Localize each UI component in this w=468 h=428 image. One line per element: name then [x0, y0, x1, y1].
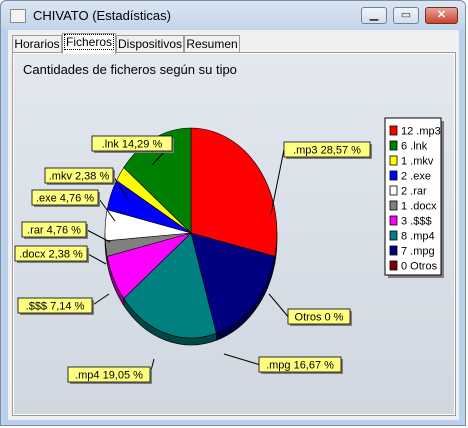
callout-label-mkv: .mkv 2,38 % — [49, 171, 110, 183]
callout-box — [67, 366, 151, 383]
callout-leader — [85, 229, 111, 243]
legend-swatch-Otros — [389, 260, 398, 271]
callout-label-mp3: .mp3 28,57 % — [293, 145, 361, 157]
legend-entry-mpg: 7 .mpg — [401, 246, 435, 258]
client-area: Horarios Ficheros Dispositivos Resumen C… — [8, 30, 459, 420]
close-button[interactable]: ✕ — [425, 7, 458, 24]
legend-swatch-mpg — [389, 245, 398, 256]
legend-swatch-mp4 — [389, 230, 398, 241]
callout-label-exe: .exe 4,76 % — [36, 193, 94, 205]
tab-label: Dispositivos — [117, 37, 183, 51]
legend-swatch-mp3 — [389, 125, 398, 136]
legend-entry-rar: 2 .rar — [401, 186, 427, 198]
legend-entry-Otros: 0 Otros — [401, 261, 438, 273]
legend-entry-mp4: 8 .mp4 — [401, 231, 435, 243]
legend-entry-: 3 .$$$ — [401, 216, 432, 228]
tab-label: Resumen — [186, 37, 238, 51]
legend-swatch-rar — [389, 185, 398, 196]
callout-leader — [86, 253, 107, 265]
callout-leader — [268, 293, 289, 317]
callout-box — [91, 135, 173, 152]
callout-box — [44, 167, 114, 184]
minimize-button[interactable]: ▁ — [361, 7, 387, 24]
tab-label: Horarios — [14, 37, 60, 51]
callout-box — [283, 141, 371, 158]
callout-leader — [91, 293, 110, 306]
callout-label-Otros: Otros 0 % — [295, 312, 344, 324]
minimize-icon: ▁ — [369, 9, 379, 21]
callout-box — [17, 297, 93, 314]
legend-swatch- — [389, 215, 398, 226]
legend-entry-mp3: 12 .mp3 — [401, 126, 441, 138]
callout-leader — [223, 353, 260, 365]
legend-swatch-exe — [389, 170, 398, 181]
callout-label-: .$$$ 7,14 % — [26, 301, 85, 313]
callout-leader — [112, 175, 129, 201]
legend-entry-exe: 2 .exe — [401, 171, 431, 183]
callout-box — [287, 308, 351, 325]
tab-ficheros[interactable]: Ficheros — [62, 33, 116, 54]
legend-entry-docx: 1 .docx — [401, 201, 437, 213]
callout-label-mpg: .mpg 16,67 % — [266, 360, 334, 372]
tab-label: Ficheros — [63, 34, 115, 50]
callout-label-docx: .docx 2,38 % — [19, 249, 83, 261]
callout-leader — [270, 149, 285, 215]
title-bar[interactable]: CHIVATO (Estadísticas) ▁ ▭ ✕ — [1, 1, 465, 29]
callout-leader — [97, 197, 116, 222]
pie-chart: Cantidades de ficheros según su tipo .mp3… — [14, 62, 444, 384]
pie-slice-mp4 — [123, 232, 217, 339]
legend-swatch-lnk — [389, 140, 398, 151]
legend-swatch-mkv — [389, 155, 398, 166]
legend-entry-lnk: 6 .lnk — [401, 141, 428, 153]
tab-resumen[interactable]: Resumen — [184, 35, 240, 53]
tab-dispositivos[interactable]: Dispositivos — [116, 35, 184, 53]
tab-horarios[interactable]: Horarios — [12, 35, 62, 53]
chart-title: Cantidades de ficheros según su tipo — [23, 62, 237, 77]
callout-box — [21, 221, 87, 238]
callout-box — [14, 245, 88, 262]
ficheros-panel: Cantidades de ficheros según su tipo .mp3… — [12, 52, 456, 416]
legend-swatch-docx — [389, 200, 398, 211]
close-icon: ✕ — [436, 9, 447, 21]
callout-box — [31, 189, 99, 206]
callout-label-rar: .rar 4,76 % — [27, 225, 81, 237]
callout-label-mp4: .mp4 19,05 % — [75, 370, 143, 382]
callout-label-lnk: .lnk 14,29 % — [102, 139, 163, 151]
pie-slice-mp3 — [190, 127, 278, 257]
chart-area: Cantidades de ficheros según su tipo .mp3… — [14, 54, 454, 414]
pie-slice-mpg — [190, 232, 276, 334]
maximize-button[interactable]: ▭ — [393, 7, 419, 24]
callout-box — [258, 356, 342, 373]
legend-entry-mkv: 1 .mkv — [401, 156, 434, 168]
window-title: CHIVATO (Estadísticas) — [33, 8, 171, 23]
maximize-icon: ▭ — [400, 9, 412, 21]
app-icon — [10, 9, 26, 23]
